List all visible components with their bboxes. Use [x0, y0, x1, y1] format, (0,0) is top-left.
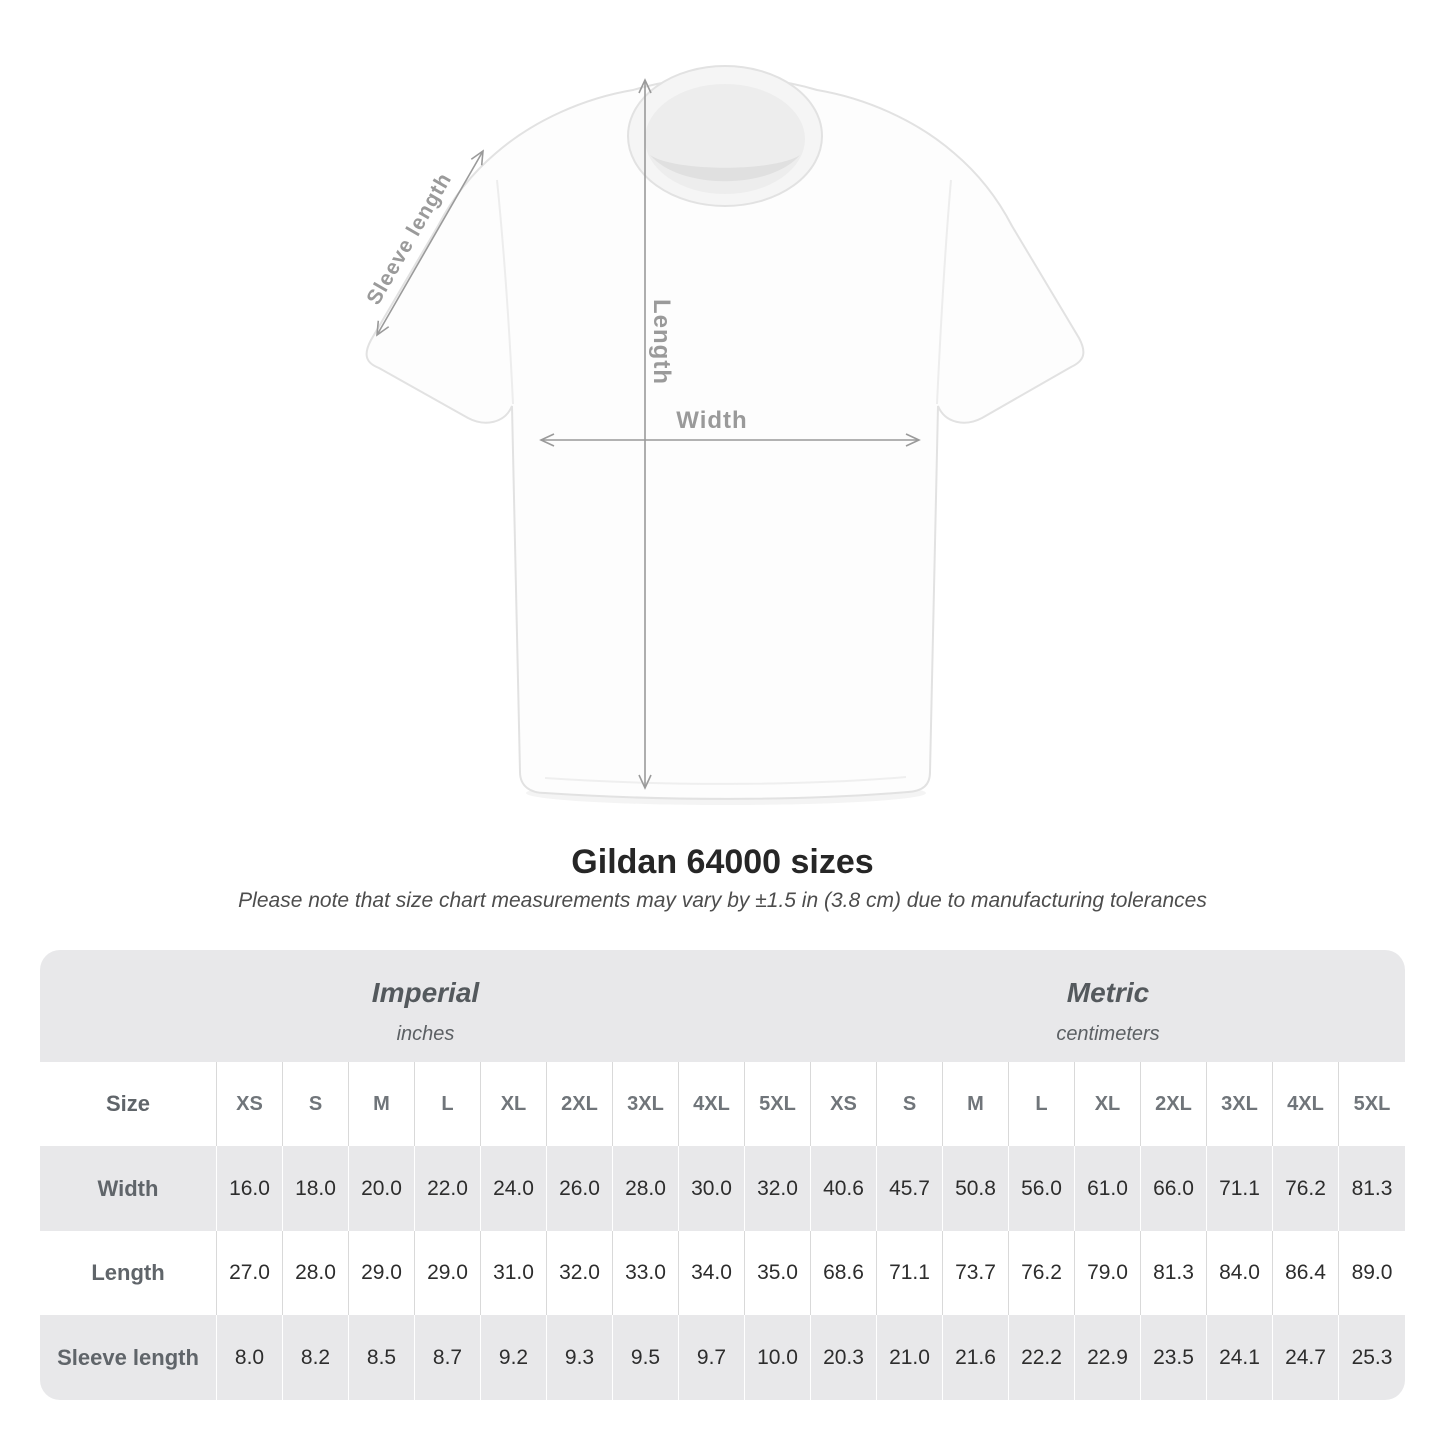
value-cell-imperial: 30.0 — [679, 1146, 745, 1231]
value-cell-imperial: 27.0 — [217, 1231, 283, 1315]
value-cell-imperial: 8.2 — [283, 1315, 349, 1400]
row-label: Sleeve length — [40, 1315, 217, 1400]
size-header-imperial: 5XL — [745, 1062, 811, 1146]
value-cell-imperial: 8.5 — [349, 1315, 415, 1400]
left-sleeve-seam — [496, 179, 514, 405]
size-header-metric: 2XL — [1141, 1062, 1207, 1146]
value-cell-imperial: 16.0 — [217, 1146, 283, 1231]
width-arrow — [539, 433, 921, 447]
size-table-card: Imperial inches Metric centimeters Size X… — [40, 950, 1405, 1400]
value-cell-imperial: 18.0 — [283, 1146, 349, 1231]
value-cell-metric: 66.0 — [1141, 1146, 1207, 1231]
value-cell-imperial: 32.0 — [547, 1231, 613, 1315]
value-cell-metric: 40.6 — [811, 1146, 877, 1231]
size-header-imperial: 3XL — [613, 1062, 679, 1146]
tshirt-figure: Sleeve length Length Width — [362, 65, 1085, 805]
size-header-imperial: M — [349, 1062, 415, 1146]
value-cell-metric: 81.3 — [1339, 1146, 1405, 1231]
size-header-metric: 4XL — [1273, 1062, 1339, 1146]
value-cell-metric: 45.7 — [877, 1146, 943, 1231]
length-arrow — [638, 78, 652, 790]
right-sleeve-seam — [936, 179, 952, 405]
size-header-metric: XS — [811, 1062, 877, 1146]
length-label: Length — [648, 299, 675, 385]
value-cell-imperial: 8.7 — [415, 1315, 481, 1400]
width-label: Width — [676, 407, 747, 434]
size-header-metric: S — [877, 1062, 943, 1146]
size-header-metric: M — [943, 1062, 1009, 1146]
value-cell-imperial: 32.0 — [745, 1146, 811, 1231]
value-cell-metric: 79.0 — [1075, 1231, 1141, 1315]
value-cell-metric: 21.0 — [877, 1315, 943, 1400]
value-cell-metric: 22.2 — [1009, 1315, 1075, 1400]
value-cell-metric: 61.0 — [1075, 1146, 1141, 1231]
value-cell-metric: 89.0 — [1339, 1231, 1405, 1315]
tshirt-figure-svg: Sleeve length Length Width — [362, 65, 1085, 805]
imperial-header-group: Imperial inches — [40, 950, 811, 1062]
value-cell-imperial: 9.3 — [547, 1315, 613, 1400]
value-cell-imperial: 29.0 — [349, 1231, 415, 1315]
value-cell-metric: 22.9 — [1075, 1315, 1141, 1400]
row-label: Width — [40, 1146, 217, 1231]
value-cell-imperial: 28.0 — [613, 1146, 679, 1231]
value-cell-imperial: 31.0 — [481, 1231, 547, 1315]
collar-inner-shadow — [650, 155, 800, 182]
metric-header: Metric — [1066, 976, 1150, 1008]
size-header-metric: 5XL — [1339, 1062, 1405, 1146]
size-header-imperial: XL — [481, 1062, 547, 1146]
value-cell-metric: 24.7 — [1273, 1315, 1339, 1400]
value-cell-metric: 73.7 — [943, 1231, 1009, 1315]
value-cell-metric: 24.1 — [1207, 1315, 1273, 1400]
size-table: Imperial inches Metric centimeters Size X… — [40, 950, 1405, 1400]
size-column-header: Size — [40, 1062, 217, 1146]
value-cell-imperial: 20.0 — [349, 1146, 415, 1231]
value-cell-imperial: 22.0 — [415, 1146, 481, 1231]
imperial-unit: inches — [396, 1022, 455, 1045]
imperial-header: Imperial — [371, 976, 480, 1008]
size-header-imperial: 4XL — [679, 1062, 745, 1146]
value-cell-imperial: 34.0 — [679, 1231, 745, 1315]
hem-stitch — [544, 776, 907, 785]
value-cell-imperial: 9.5 — [613, 1315, 679, 1400]
value-cell-metric: 21.6 — [943, 1315, 1009, 1400]
size-header-imperial: L — [415, 1062, 481, 1146]
value-cell-metric: 68.6 — [811, 1231, 877, 1315]
value-cell-imperial: 35.0 — [745, 1231, 811, 1315]
metric-header-group: Metric centimeters — [811, 950, 1405, 1062]
row-label: Length — [40, 1231, 217, 1315]
value-cell-imperial: 9.7 — [679, 1315, 745, 1400]
value-cell-imperial: 10.0 — [745, 1315, 811, 1400]
sleeve-length-arrow — [376, 149, 484, 337]
metric-unit: centimeters — [1056, 1022, 1160, 1045]
value-cell-metric: 25.3 — [1339, 1315, 1405, 1400]
size-header-metric: 3XL — [1207, 1062, 1273, 1146]
page-subtitle: Please note that size chart measurements… — [238, 889, 1207, 912]
size-header-imperial: S — [283, 1062, 349, 1146]
value-cell-imperial: 29.0 — [415, 1231, 481, 1315]
value-cell-metric: 76.2 — [1273, 1146, 1339, 1231]
page-title: Gildan 64000 sizes — [571, 843, 874, 881]
size-header-metric: XL — [1075, 1062, 1141, 1146]
value-cell-metric: 23.5 — [1141, 1315, 1207, 1400]
value-cell-metric: 71.1 — [877, 1231, 943, 1315]
value-cell-metric: 50.8 — [943, 1146, 1009, 1231]
size-header-metric: L — [1009, 1062, 1075, 1146]
value-cell-metric: 86.4 — [1273, 1231, 1339, 1315]
size-header-imperial: XS — [217, 1062, 283, 1146]
value-cell-metric: 56.0 — [1009, 1146, 1075, 1231]
value-cell-metric: 71.1 — [1207, 1146, 1273, 1231]
value-cell-metric: 84.0 — [1207, 1231, 1273, 1315]
value-cell-imperial: 24.0 — [481, 1146, 547, 1231]
tshirt-shape — [365, 76, 1085, 800]
value-cell-metric: 81.3 — [1141, 1231, 1207, 1315]
value-cell-imperial: 9.2 — [481, 1315, 547, 1400]
size-header-imperial: 2XL — [547, 1062, 613, 1146]
value-cell-metric: 20.3 — [811, 1315, 877, 1400]
value-cell-imperial: 8.0 — [217, 1315, 283, 1400]
value-cell-imperial: 28.0 — [283, 1231, 349, 1315]
value-cell-imperial: 26.0 — [547, 1146, 613, 1231]
value-cell-imperial: 33.0 — [613, 1231, 679, 1315]
value-cell-metric: 76.2 — [1009, 1231, 1075, 1315]
